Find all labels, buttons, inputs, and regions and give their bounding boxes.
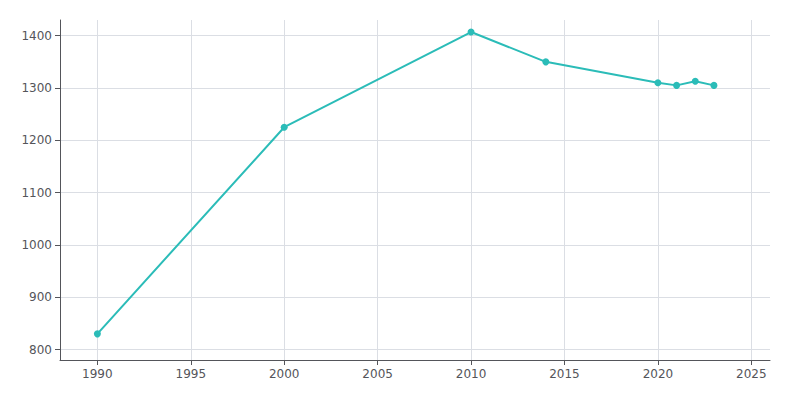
svg-text:900: 900: [29, 290, 52, 304]
svg-text:1000: 1000: [21, 238, 52, 252]
svg-text:2010: 2010: [456, 367, 487, 381]
svg-text:1990: 1990: [82, 367, 113, 381]
svg-text:1100: 1100: [21, 186, 52, 200]
svg-text:1995: 1995: [176, 367, 207, 381]
svg-text:2005: 2005: [362, 367, 393, 381]
svg-text:1400: 1400: [21, 29, 52, 43]
svg-text:1200: 1200: [21, 133, 52, 147]
svg-text:1300: 1300: [21, 81, 52, 95]
svg-text:2000: 2000: [269, 367, 300, 381]
svg-text:2025: 2025: [736, 367, 767, 381]
svg-text:800: 800: [29, 343, 52, 357]
svg-text:2020: 2020: [643, 367, 674, 381]
svg-text:2015: 2015: [549, 367, 580, 381]
